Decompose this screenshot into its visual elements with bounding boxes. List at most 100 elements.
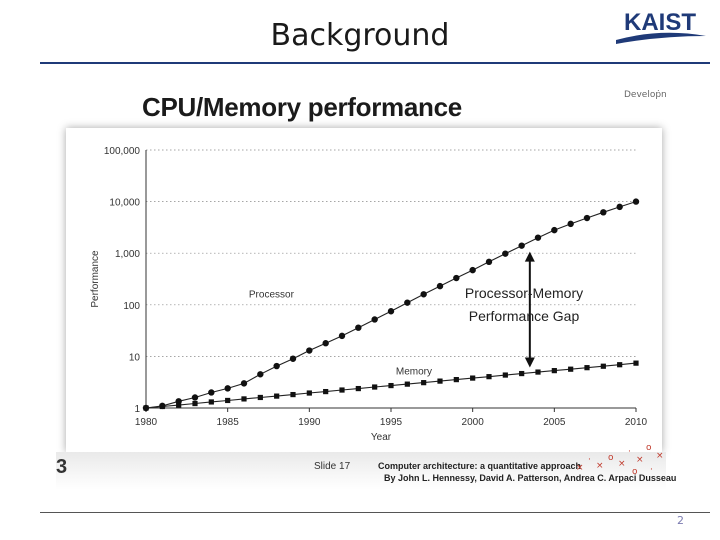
- svg-text:·: ·: [650, 465, 653, 475]
- x-axis-label: Year: [371, 432, 392, 443]
- memory-point: [257, 394, 263, 401]
- processor-point: [273, 362, 280, 370]
- memory-point: [306, 390, 312, 396]
- x-tick-label: 2005: [543, 417, 566, 428]
- memory-point: [568, 366, 574, 372]
- processor-point: [208, 389, 215, 396]
- slide-label: Slide 17: [314, 461, 351, 472]
- gap-arrow-head-down: [524, 357, 535, 368]
- processor-point: [420, 291, 427, 298]
- memory-point: [600, 363, 606, 369]
- x-tick-label: 2000: [462, 417, 485, 428]
- processor-point: [534, 234, 542, 241]
- memory-point: [437, 378, 443, 384]
- x-tick-label: 2010: [625, 417, 648, 428]
- gap-annotation-line1: Processor-Memory: [465, 285, 583, 301]
- y-tick-label: 100,000: [104, 146, 141, 157]
- svg-text:×: ×: [656, 451, 664, 461]
- processor-point: [289, 355, 297, 362]
- memory-point: [502, 372, 508, 378]
- processor-point: [257, 371, 264, 378]
- reference-authors: By John L. Hennessy, David A. Patterson,…: [384, 473, 677, 483]
- memory-point: [551, 368, 557, 374]
- processor-point: [436, 282, 444, 290]
- slide-title: Background: [270, 18, 450, 53]
- memory-point: [388, 382, 394, 389]
- memory-point: [192, 400, 198, 407]
- memory-point: [176, 402, 182, 408]
- bottom-rule: [40, 512, 710, 513]
- footer-strip: [56, 452, 666, 490]
- processor-point: [567, 220, 574, 228]
- processor-point: [469, 266, 476, 274]
- x-tick-label: 1990: [298, 417, 321, 428]
- processor-point: [583, 214, 591, 222]
- x-tick-label: 1995: [380, 417, 403, 428]
- reference-title: Computer architecture: a quantitative ap…: [378, 461, 582, 471]
- gap-annotation-line2: Performance Gap: [469, 308, 580, 324]
- memory-point: [617, 362, 623, 368]
- memory-point: [274, 393, 280, 399]
- processor-point: [322, 340, 329, 347]
- series-label-memory: Memory: [396, 366, 432, 377]
- chart-frame: 1 10 100 1,000 10,000 100,000 1980 1985 1990 1995…: [66, 128, 662, 452]
- corner-note: Develoṗn: [624, 90, 667, 100]
- x-tick-label: 1980: [135, 417, 158, 428]
- memory-point: [633, 360, 639, 366]
- memory-point: [323, 388, 329, 395]
- memory-point: [290, 391, 296, 398]
- footer-mark: 3: [56, 456, 68, 478]
- y-tick-label: 1: [134, 404, 140, 415]
- memory-point: [404, 381, 410, 387]
- processor-point: [518, 242, 525, 249]
- processor-point: [240, 380, 248, 387]
- y-tick-label: 10,000: [109, 198, 140, 209]
- memory-point: [339, 387, 345, 393]
- processor-point: [502, 250, 509, 257]
- memory-point: [372, 384, 378, 390]
- embedded-title: CPU/Memory performance: [142, 92, 462, 122]
- svg-text:o: o: [646, 443, 652, 453]
- processor-point: [616, 203, 623, 211]
- kaist-logo: KAIST: [616, 9, 706, 44]
- processor-point: [551, 226, 558, 234]
- x-tick-label: 1985: [217, 417, 240, 428]
- page-number: 2: [677, 514, 684, 527]
- processor-point: [404, 299, 411, 306]
- processor-point: [191, 394, 199, 401]
- processor-point: [485, 258, 493, 266]
- memory-point: [453, 377, 459, 383]
- svg-text:·: ·: [588, 455, 591, 465]
- svg-text:·: ·: [628, 447, 631, 457]
- title-rule: [40, 62, 710, 64]
- memory-point: [519, 370, 525, 377]
- memory-point: [535, 369, 541, 375]
- series-label-processor: Processor: [249, 289, 295, 300]
- performance-chart: 1 10 100 1,000 10,000 100,000 1980 1985 1990 1995…: [90, 146, 648, 443]
- memory-point: [241, 396, 247, 402]
- memory-point: [225, 397, 231, 404]
- y-axis-label: Performance: [90, 250, 101, 308]
- svg-text:×: ×: [618, 459, 626, 469]
- gap-arrow-head-up: [524, 251, 535, 262]
- processor-point: [224, 385, 231, 392]
- processor-point: [387, 308, 395, 315]
- svg-text:o: o: [608, 453, 614, 463]
- processor-point: [306, 347, 313, 354]
- memory-point: [355, 385, 361, 392]
- y-tick-label: 1,000: [115, 249, 140, 260]
- memory-point: [143, 405, 149, 411]
- memory-point: [584, 365, 590, 371]
- kaist-logo-text: KAIST: [624, 9, 696, 36]
- y-tick-label: 100: [123, 301, 140, 312]
- svg-text:×: ×: [636, 455, 644, 465]
- processor-point: [355, 324, 362, 331]
- memory-point: [486, 374, 492, 380]
- memory-point: [208, 399, 214, 405]
- processor-point: [371, 316, 378, 323]
- svg-text:×: ×: [576, 463, 584, 473]
- processor-point: [632, 198, 640, 205]
- memory-point: [470, 375, 476, 381]
- memory-point: [421, 380, 427, 386]
- svg-text:×: ×: [596, 461, 604, 471]
